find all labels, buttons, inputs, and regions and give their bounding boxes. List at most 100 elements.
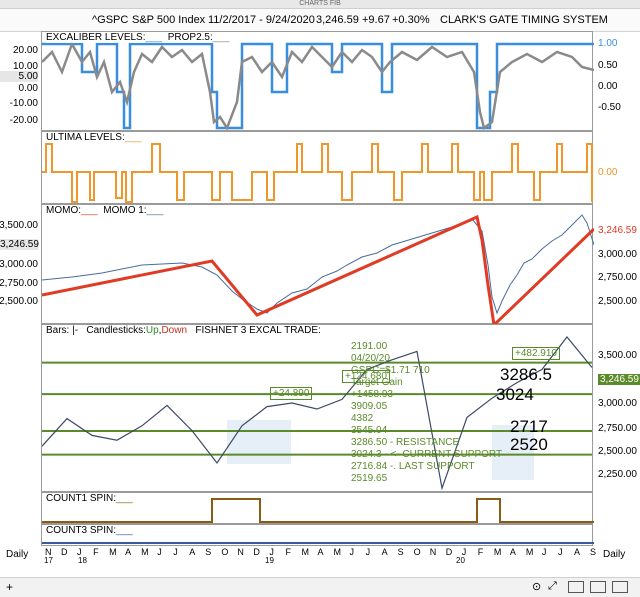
month-tick: A (381, 547, 388, 557)
month-tick: A (125, 547, 132, 557)
month-tick: A (317, 547, 324, 557)
left-interval-label[interactable]: Daily (6, 549, 29, 560)
chart-header: ^GSPC S&P 500 Index 11/2/2017 - 9/24/202… (0, 9, 640, 32)
excal-left-tick: 0.00 (18, 83, 38, 94)
status-bar: + ⊙ ⤢ (0, 577, 640, 597)
price-current-tick: 3,246.59 (598, 374, 640, 385)
month-tick: M (493, 547, 502, 557)
momo-label: MOMO:___ MOMO 1:___ (46, 205, 164, 216)
layout-icon[interactable] (612, 581, 628, 593)
month-tick: M (141, 547, 149, 557)
zoom-icon[interactable]: ⊙ (532, 581, 542, 593)
month-tick: N (45, 547, 52, 557)
selection-box (492, 425, 534, 480)
last-price: 3,246.59 (316, 14, 359, 26)
right-interval-label[interactable]: Daily (603, 549, 626, 560)
month-tick: J (541, 547, 547, 557)
level-label: 3024 (496, 385, 534, 404)
price-chart (42, 336, 593, 491)
excalibur-panel[interactable]: EXCALIBER LEVELS:___ PROP2.5:___ (41, 31, 594, 131)
month-tick: M (333, 547, 342, 557)
system-name: CLARK'S GATE TIMING SYSTEM (440, 14, 608, 26)
month-tick: D (253, 547, 260, 557)
month-tick: N (429, 547, 437, 557)
month-tick: A (509, 547, 516, 557)
year-label: 20 (456, 556, 465, 565)
level-label: 2717 (510, 417, 548, 436)
gain-badge: +124.680 (342, 370, 390, 383)
month-tick: A (189, 547, 196, 557)
ultima-chart (42, 143, 593, 203)
symbol: ^GSPC (92, 14, 129, 26)
momo-right-tick: 3,000.00 (598, 249, 637, 260)
level-label: 3286.5 (500, 365, 552, 384)
count1-chart (42, 498, 594, 523)
expand-icon[interactable]: ⤢ (548, 580, 557, 592)
price-change: +9.67 (362, 14, 390, 26)
prop-line (42, 40, 594, 131)
price-right-tick: 2,750.00 (598, 423, 637, 434)
excalibur-line (42, 42, 594, 130)
month-tick: N (237, 547, 244, 557)
month-tick: J (349, 547, 355, 557)
excal-right-tick: 1.00 (598, 38, 618, 49)
month-tick: F (477, 547, 484, 557)
ultima-panel[interactable]: ULTIMA LEVELS:___ (41, 131, 593, 204)
gain-badge: +24.890 (270, 387, 313, 400)
date-range: 11/2/2017 - 9/24/2020 (208, 14, 315, 26)
price-change-pct: +0.30% (392, 14, 430, 26)
excal-right-tick: 0.50 (598, 60, 618, 71)
momo-right-tick: 3,246.59 (598, 225, 637, 236)
excal-left-tick: 20.00 (12, 45, 38, 56)
month-tick: J (173, 547, 178, 557)
month-tick: F (93, 547, 99, 557)
month-tick: D (61, 547, 68, 557)
month-tick: S (590, 547, 597, 557)
month-tick: J (269, 547, 274, 557)
symbol-name: S&P 500 Index (132, 14, 206, 26)
momo-left-tick: 2,750.00 (0, 278, 38, 289)
price-right-tick: 3,500.00 (598, 350, 637, 361)
month-tick: J (157, 547, 162, 557)
price-panel[interactable]: Bars: |- Candlesticks:Up,Down FISHNET 3 … (41, 324, 593, 492)
month-tick: J (461, 547, 467, 557)
price-right-tick: 2,250.00 (598, 469, 637, 480)
momo-left-tick: 3,500.00 (0, 220, 38, 231)
level-label: 2520 (510, 435, 548, 454)
momo-right-tick: 2,750.00 (598, 272, 637, 283)
year-label: 19 (265, 556, 274, 565)
month-tick: D (445, 547, 453, 557)
momo-panel[interactable]: MOMO:___ MOMO 1:___ (41, 204, 594, 325)
ultima-right-value: 0.00 (598, 167, 618, 178)
year-label: 17 (44, 556, 53, 565)
month-tick: S (205, 547, 212, 557)
month-tick: O (221, 547, 229, 557)
excal-right-tick: -0.50 (598, 102, 621, 113)
layout-icon[interactable] (568, 581, 584, 593)
month-tick: M (109, 547, 117, 557)
excal-right-tick: 0.00 (598, 81, 618, 92)
month-tick: J (557, 547, 563, 557)
month-tick: J (365, 547, 371, 557)
excalibur-label: EXCALIBER LEVELS:___ PROP2.5:___ (46, 32, 230, 43)
selection-box (227, 420, 291, 464)
momo-left-tick-highlight: 3,246.59 (0, 239, 39, 250)
ultima-line (42, 143, 593, 203)
month-tick: S (397, 547, 404, 557)
layout-icon[interactable] (590, 581, 606, 593)
count3-chart (42, 542, 594, 544)
month-tick: A (573, 547, 580, 557)
fib-annotations: 2191.00 04/20/20 GSPC=$1.71 710 Target G… (351, 341, 503, 484)
count3-label: COUNT3 SPIN:___ (46, 525, 133, 536)
count1-label: COUNT1 SPIN:___ (46, 493, 133, 504)
excal-left-tick-highlight: 5.00 (0, 71, 38, 82)
count3-panel[interactable]: COUNT3 SPIN:___ (41, 524, 594, 546)
month-tick: M (301, 547, 309, 557)
momo-left-tick: 2,500.00 (0, 296, 38, 307)
momo-chart (42, 214, 594, 325)
count1-panel[interactable]: COUNT1 SPIN:___ (41, 492, 594, 524)
excalibur-chart (42, 40, 594, 131)
add-icon[interactable]: + (6, 580, 14, 594)
price-right-tick: 2,500.00 (598, 446, 637, 457)
momo1-line (42, 214, 594, 315)
